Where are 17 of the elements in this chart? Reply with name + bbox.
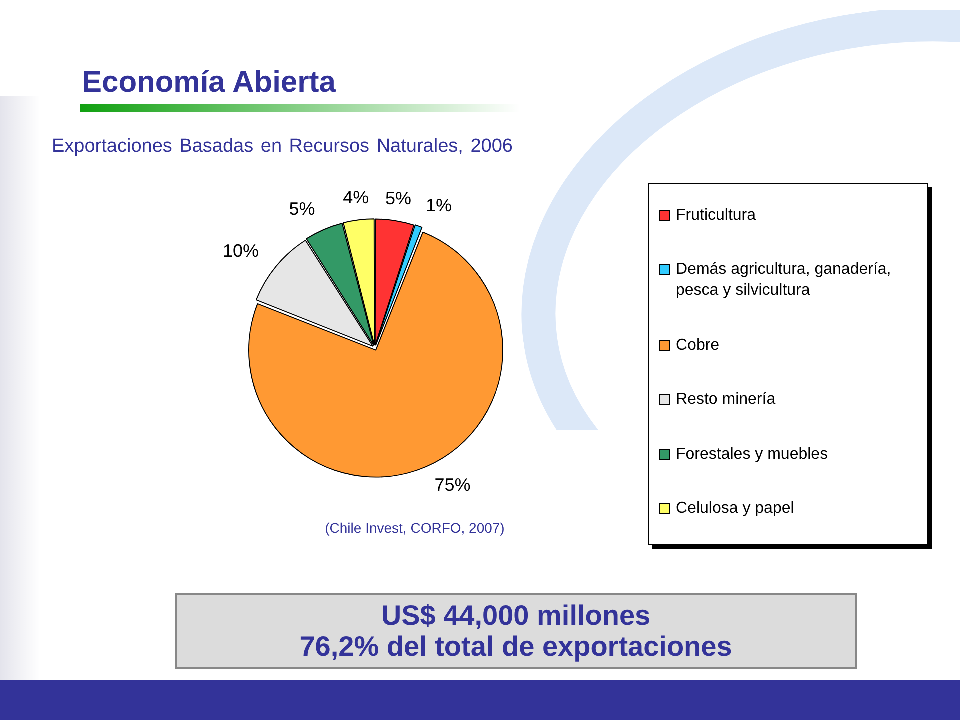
legend-label: Celulosa y papel (676, 499, 794, 520)
text: (Chile Invest, CORFO, 2007) (324, 520, 506, 536)
data-label: 5% (289, 198, 316, 219)
data-label: 4% (343, 188, 370, 208)
data-label: 10% (223, 241, 260, 262)
chart-subtitle: Exportaciones Basadas en Recursos Naturales, 2006 (52, 136, 513, 158)
legend-label: Forestales y muebles (676, 444, 828, 465)
legend-label: Resto minería (676, 390, 776, 410)
data-label: 1% (426, 195, 452, 216)
text: US$ 44,000 millones (380, 600, 652, 631)
text: 76,2% del total de exportaciones (298, 631, 734, 662)
chart-title: Economía Abierta (82, 66, 336, 100)
legend-label: Fruticultura (676, 206, 756, 226)
legend-label: Demás agricultura, ganadería, pesca y silvicultura (676, 260, 892, 302)
data-label: 75% (434, 475, 471, 496)
data-label: 5% (386, 188, 412, 208)
legend-label: Cobre (676, 336, 720, 356)
